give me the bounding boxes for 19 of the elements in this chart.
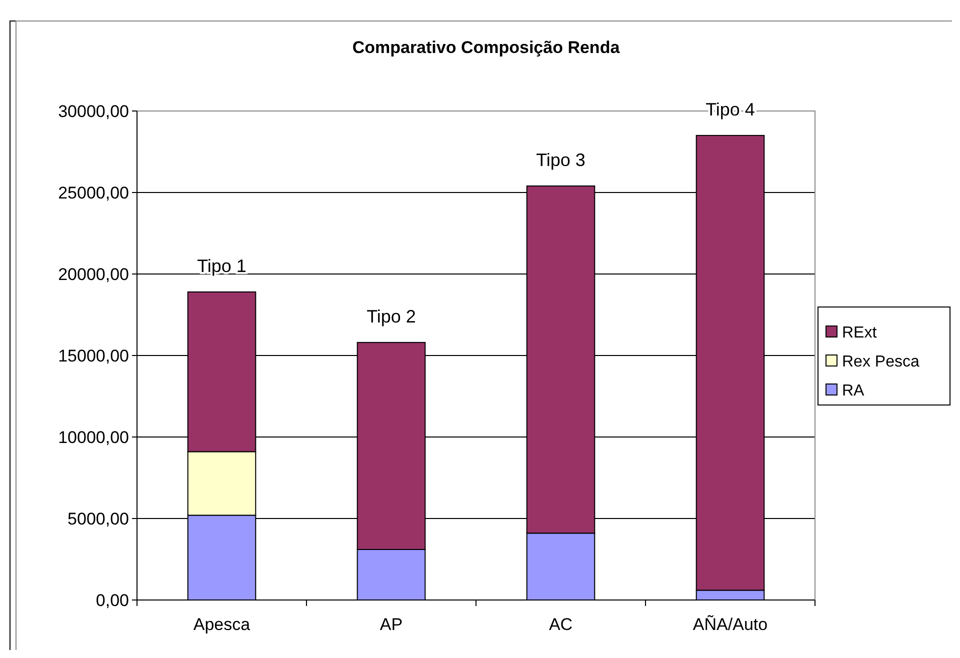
x-tick-label: Apesca: [193, 615, 251, 634]
chart-title: Comparativo Composição Renda: [352, 38, 620, 57]
legend-label: RExt: [842, 324, 878, 342]
annotation: Tipo 1: [197, 256, 246, 276]
legend-label: RA: [842, 382, 865, 400]
y-tick-label: 5000,00: [68, 509, 129, 528]
y-tick-label: 0,00: [96, 590, 129, 610]
y-tick-label: 30000,00: [58, 102, 129, 121]
y-tick-label: 15000,00: [58, 346, 129, 366]
y-tick-label: 25000,00: [58, 183, 129, 202]
annotation: Tipo 2: [366, 306, 416, 326]
x-tick-label: AC: [548, 615, 573, 634]
x-tick-label: AÑA/Auto: [692, 615, 768, 634]
annotation: Tipo 4: [706, 99, 755, 120]
y-tick-label: 10000,00: [58, 428, 129, 447]
x-tick-label: AP: [380, 615, 403, 634]
y-tick-label: 20000,00: [58, 264, 129, 284]
annotation: Tipo 3: [536, 150, 586, 170]
legend-label: Rex Pesca: [842, 354, 920, 371]
